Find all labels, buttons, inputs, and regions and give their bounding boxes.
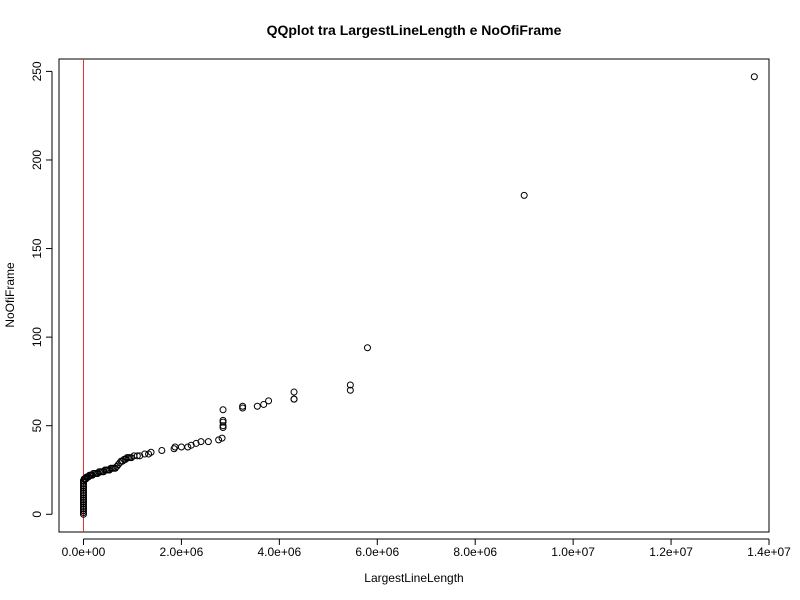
plot-frame [58,58,770,533]
x-tick-label: 1.4e+07 [747,545,791,559]
data-point [187,441,195,449]
data-point [260,400,268,408]
data-point [133,452,141,460]
data-point [158,447,166,455]
data-point [520,191,528,199]
x-axis: 0.0e+00 2.0e+06 4.0e+06 6.0e+06 8.0e+06 1.0e+… [62,538,791,559]
x-axis-label: LargestLineLength [364,571,463,585]
x-tick-label: 0.0e+00 [62,545,106,559]
y-axis-label: NoOfiFrame [3,262,17,328]
data-point [750,73,758,81]
data-point [363,344,371,352]
data-point [219,416,227,424]
data-point [177,443,185,451]
data-point [219,422,227,430]
data-point [218,434,226,442]
y-tick-label: 50 [30,419,44,433]
data-point [346,381,354,389]
data-point [265,397,273,405]
y-axis: 0 50 100 150 200 250 [30,61,53,518]
data-point [204,438,212,446]
x-tick-label: 1.0e+07 [551,545,595,559]
data-point [239,402,247,410]
data-point [197,438,205,446]
data-point [147,448,155,456]
chart-title: QQplot tra LargestLineLength e NoOfiFram… [267,22,562,38]
x-tick-label: 8.0e+06 [453,545,497,559]
data-points [79,73,758,518]
data-point [136,452,144,460]
x-tick-label: 1.2e+07 [649,545,693,559]
data-point [141,450,149,458]
y-tick-label: 0 [30,511,44,518]
data-point [346,386,354,394]
data-point [184,443,192,451]
data-point [215,436,223,444]
data-point [171,443,179,451]
data-point [219,406,227,414]
data-point [290,388,298,396]
data-point [253,402,261,410]
data-point [192,439,200,447]
x-tick-label: 2.0e+06 [160,545,204,559]
y-tick-label: 250 [30,61,44,81]
x-tick-label: 6.0e+06 [355,545,399,559]
x-tick-label: 4.0e+06 [257,545,301,559]
y-tick-label: 100 [30,327,44,347]
y-tick-label: 200 [30,150,44,170]
data-point [290,395,298,403]
y-tick-label: 150 [30,238,44,258]
